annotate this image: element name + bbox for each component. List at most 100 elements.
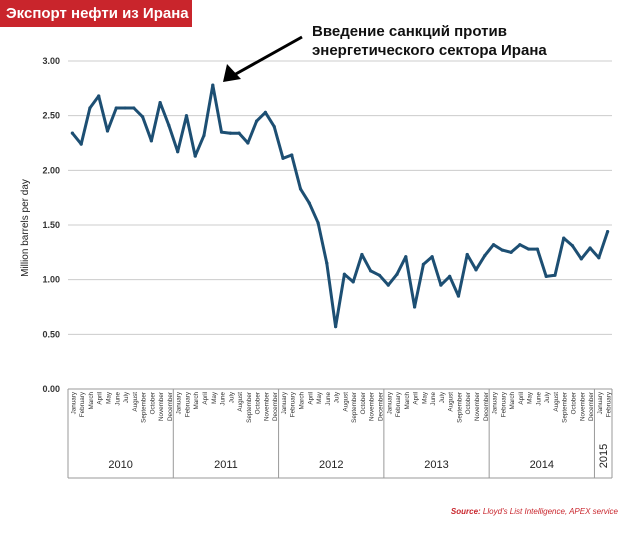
data-point: [483, 254, 487, 258]
x-month-labels: January February March April May June July Augu…: [70, 391, 612, 423]
month-label: April: [97, 392, 104, 405]
year-label: 2015: [598, 444, 610, 468]
data-point: [412, 305, 417, 309]
y-tick-label: 0.50: [42, 329, 60, 339]
month-label: February: [290, 391, 297, 417]
data-point: [316, 221, 320, 225]
month-label: May: [316, 391, 323, 404]
month-label: July: [123, 391, 130, 403]
data-points: [70, 83, 610, 329]
data-point: [606, 229, 610, 234]
month-label: September: [246, 392, 253, 423]
axes: [67, 388, 613, 479]
data-point: [342, 272, 346, 276]
data-point: [88, 106, 92, 110]
chart-title: Экспорт нефти из Ирана: [0, 0, 192, 27]
month-label: April: [202, 392, 209, 405]
month-label: December: [272, 392, 279, 421]
month-label: March: [193, 392, 200, 410]
data-point: [298, 187, 303, 191]
month-label: May: [105, 391, 112, 404]
month-label: November: [474, 392, 481, 421]
month-label: January: [70, 391, 77, 414]
month-label: June: [114, 392, 121, 406]
data-point: [272, 125, 276, 129]
month-label: November: [369, 392, 376, 421]
year-label: 2013: [424, 459, 448, 471]
month-label: September: [351, 392, 358, 423]
source-label: Source:: [450, 507, 481, 516]
month-label: December: [167, 392, 174, 421]
source-note: Source: Lloyd's List Intelligence, APEX …: [451, 507, 618, 516]
data-point: [70, 131, 74, 135]
month-label: April: [518, 392, 525, 405]
data-point: [377, 273, 382, 277]
source-text: Lloyd's List Intelligence, APEX service: [482, 507, 618, 516]
data-point: [562, 236, 566, 240]
data-point: [500, 248, 504, 252]
month-label: July: [228, 391, 235, 403]
data-point: [105, 129, 110, 133]
y-tick-label: 2.00: [42, 165, 60, 175]
y-tick-label: 0.00: [42, 384, 60, 394]
data-point: [553, 273, 557, 277]
month-label: February: [500, 391, 507, 417]
month-label: July: [439, 391, 446, 403]
month-label: December: [377, 392, 384, 421]
data-point: [544, 274, 548, 278]
month-label: June: [325, 392, 332, 406]
data-point: [509, 250, 513, 254]
data-point: [325, 261, 329, 265]
data-point: [219, 130, 224, 134]
y-tick-label: 3.00: [42, 56, 60, 66]
data-point: [97, 94, 101, 98]
month-label: November: [579, 392, 586, 421]
month-label: October: [571, 392, 578, 414]
data-point: [570, 244, 575, 248]
data-point: [395, 272, 399, 276]
month-label: November: [158, 392, 165, 421]
y-axis-label: Million barrels per day: [20, 179, 31, 277]
month-label: October: [360, 392, 367, 414]
x-year-labels: 2010 2011 2012 2013 2014 2015: [108, 444, 610, 471]
month-label: February: [184, 391, 191, 417]
data-point: [307, 201, 311, 205]
data-point: [369, 269, 373, 273]
data-point: [202, 133, 206, 137]
data-point: [228, 131, 232, 135]
year-label: 2014: [530, 459, 554, 471]
data-point: [518, 243, 522, 247]
data-point: [439, 283, 443, 287]
month-label: June: [220, 392, 227, 406]
month-label: June: [430, 392, 437, 406]
data-point: [281, 156, 285, 160]
data-point: [404, 255, 408, 259]
y-tick-label: 2.50: [42, 111, 60, 121]
y-tick-label: 1.50: [42, 220, 60, 230]
data-point: [597, 256, 601, 260]
data-point: [237, 131, 241, 135]
month-label: February: [79, 391, 86, 417]
month-label: December: [588, 392, 595, 421]
year-label: 2011: [214, 459, 238, 471]
data-point: [255, 119, 259, 123]
month-label: August: [237, 392, 244, 412]
data-point: [448, 274, 452, 278]
data-point: [193, 154, 197, 158]
y-tick-label: 1.00: [42, 275, 60, 285]
month-label: March: [404, 392, 411, 410]
month-label: July: [544, 391, 551, 403]
annotation-arrow: [223, 35, 303, 82]
data-point: [421, 262, 425, 266]
data-point: [360, 252, 364, 257]
data-point: [474, 268, 478, 272]
month-label: March: [88, 392, 95, 410]
data-point: [465, 252, 469, 257]
month-label: October: [465, 392, 472, 414]
month-label: January: [176, 391, 183, 414]
month-label: January: [597, 391, 604, 414]
series-line: [70, 83, 610, 329]
data-point: [158, 100, 162, 105]
month-label: March: [299, 392, 306, 410]
